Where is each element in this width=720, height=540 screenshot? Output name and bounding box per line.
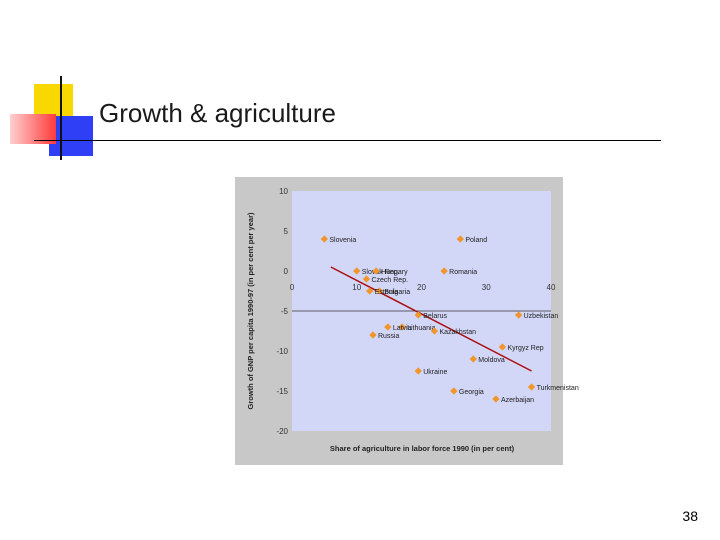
point-label: Kazakhstan xyxy=(439,329,476,336)
data-point xyxy=(469,355,477,363)
x-axis-title: Share of agriculture in labor force 1990… xyxy=(330,444,515,453)
x-tick-label: 20 xyxy=(417,283,426,292)
decor-blue-square xyxy=(49,116,93,156)
data-point xyxy=(320,235,329,243)
data-point xyxy=(430,327,439,335)
point-label: Poland xyxy=(465,237,487,244)
point-label: Belarus xyxy=(423,313,447,320)
point-label: Latvia xyxy=(393,325,412,332)
data-point xyxy=(498,343,507,351)
point-label: Estonia xyxy=(375,289,398,296)
y-tick-label: 0 xyxy=(284,267,289,276)
data-point xyxy=(384,323,392,331)
data-point xyxy=(414,367,422,375)
point-label: Moldova xyxy=(478,357,505,364)
x-tick-label: 40 xyxy=(547,283,556,292)
point-label: Czech Rep. xyxy=(371,277,408,284)
x-tick-label: 30 xyxy=(482,283,491,292)
data-point xyxy=(398,323,406,331)
point-label: Hungary xyxy=(381,269,408,276)
point-label: Turkmenistan xyxy=(537,385,579,392)
y-axis-title: Growth of GNP per capita 1990-97 (in per… xyxy=(246,212,255,410)
point-label: Romania xyxy=(449,269,477,276)
x-tick-label: 0 xyxy=(290,283,295,292)
point-label: Russia xyxy=(378,333,400,340)
point-label: Kyrgyz Rep xyxy=(507,345,543,352)
data-point xyxy=(440,267,448,275)
y-tick-label: -20 xyxy=(276,427,288,436)
data-point xyxy=(375,287,384,295)
point-label: Azerbaijan xyxy=(501,397,534,404)
data-point xyxy=(372,267,380,275)
data-point xyxy=(456,235,465,243)
data-point xyxy=(362,275,371,283)
data-point xyxy=(414,311,422,319)
data-point xyxy=(450,387,458,395)
data-point xyxy=(527,383,536,391)
y-tick-label: -15 xyxy=(276,387,288,396)
point-label: Lithuania xyxy=(407,325,436,332)
y-tick-label: 5 xyxy=(284,227,289,236)
decor-vertical-line xyxy=(60,76,62,160)
data-point xyxy=(514,311,523,319)
x-tick-label: 10 xyxy=(352,283,361,292)
point-label: Uzbekistan xyxy=(524,313,559,320)
title-rule xyxy=(34,140,661,141)
trendline xyxy=(330,266,532,372)
y-tick-label: -10 xyxy=(276,347,288,356)
point-label: Georgia xyxy=(459,389,484,396)
point-label: Ukraine xyxy=(423,369,447,376)
decor-red-bar xyxy=(10,114,56,144)
data-point xyxy=(369,331,377,339)
y-tick-label: 10 xyxy=(279,187,288,196)
data-point xyxy=(353,267,361,275)
y-tick-label: -5 xyxy=(281,307,289,316)
point-label: Slovak Rep. xyxy=(362,269,400,276)
page-number: 38 xyxy=(682,508,698,524)
slide-title: Growth & agriculture xyxy=(99,98,336,128)
data-point xyxy=(366,287,374,295)
data-point xyxy=(492,395,500,403)
point-label: Slovenia xyxy=(329,237,356,244)
point-label: Bulgaria xyxy=(384,289,410,296)
